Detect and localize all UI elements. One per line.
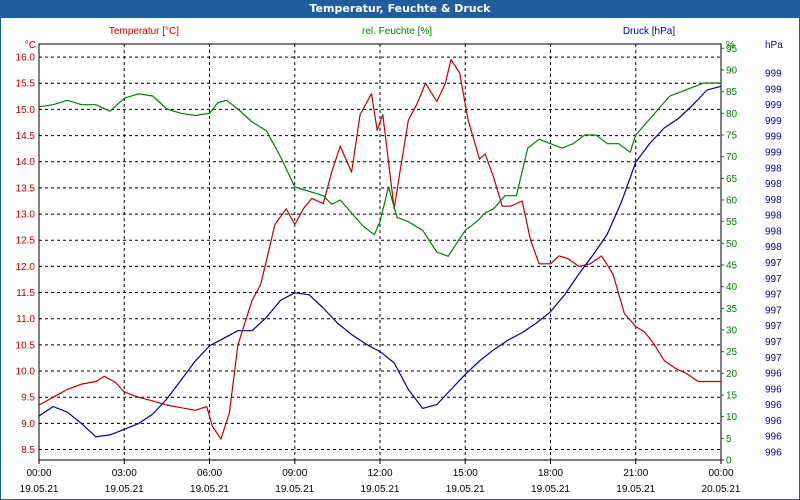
pressure-tick-label: 998	[765, 226, 782, 237]
pressure-tick-label: 998	[765, 163, 782, 174]
pressure-series-line	[38, 85, 722, 438]
pressure-tick-label: 997	[765, 305, 782, 316]
pressure-tick-label: 996	[765, 384, 782, 395]
x-time-label: 15:00	[453, 468, 478, 479]
temperature-series-line	[38, 59, 721, 440]
series-layer	[38, 59, 722, 440]
x-time-label: 12:00	[367, 468, 392, 479]
x-date-label: 19.05.21	[190, 484, 229, 495]
x-time-label: 03:00	[112, 468, 137, 479]
x-date-label: 19.05.21	[616, 484, 655, 495]
temperature-tick-label: 12.5	[16, 236, 36, 247]
pressure-tick-label: 996	[765, 400, 782, 411]
humidity-tick-label: 40	[726, 282, 738, 293]
humidity-tick-label: 85	[726, 87, 738, 98]
x-date-label: 19.05.21	[20, 484, 59, 495]
pressure-tick-label: 998	[765, 211, 782, 222]
pressure-unit-label: hPa	[765, 40, 783, 51]
temperature-tick-label: 9.0	[21, 419, 35, 430]
x-date-label: 19.05.21	[531, 484, 570, 495]
humidity-tick-label: 70	[726, 152, 738, 163]
humidity-tick-label: 5	[726, 434, 732, 445]
temperature-tick-label: 11.0	[16, 314, 35, 325]
temperature-tick-label: 15.5	[16, 79, 36, 90]
pressure-tick-label: 996	[765, 369, 782, 380]
pressure-tick-label: 998	[765, 242, 782, 253]
humidity-tick-label: 60	[726, 196, 738, 207]
humidity-tick-label: 45	[726, 261, 738, 272]
humidity-tick-label: 10	[726, 412, 738, 423]
pressure-tick-label: 997	[765, 321, 782, 332]
temperature-axis-title: Temperatur [°C]	[109, 26, 179, 37]
humidity-tick-label: 80	[726, 109, 738, 120]
pressure-tick-label: 998	[765, 179, 782, 190]
temperature-tick-label: 8.5	[21, 445, 35, 456]
humidity-tick-label: 15	[726, 391, 738, 402]
axes-layer: 8.5 9.0 9.5 10.0 10.5 11.0 11.5 12.0 12.5 13.0 13.…	[16, 26, 784, 495]
humidity-tick-label: 90	[726, 66, 738, 77]
humidity-tick-label: 65	[726, 174, 738, 185]
humidity-tick-label: 20	[726, 369, 738, 380]
pressure-tick-label: 997	[765, 290, 782, 301]
x-time-label: 18:00	[538, 468, 563, 479]
pressure-tick-label: 997	[765, 274, 782, 285]
x-date-label: 19.05.21	[361, 484, 400, 495]
pressure-tick-label: 999	[765, 147, 782, 158]
pressure-tick-label: 999	[765, 69, 782, 80]
humidity-tick-label: 95	[726, 44, 738, 55]
temperature-tick-label: 12.0	[16, 262, 36, 273]
pressure-tick-label: 998	[765, 195, 782, 206]
humidity-tick-label: 35	[726, 304, 738, 315]
x-time-label: 09:00	[282, 468, 307, 479]
humidity-tick-label: 50	[726, 239, 738, 250]
pressure-tick-label: 997	[765, 258, 782, 269]
pressure-tick-label: 999	[765, 116, 782, 127]
temperature-tick-label: 9.5	[21, 393, 35, 404]
x-time-label: 00:00	[26, 468, 51, 479]
x-date-label: 19.05.21	[446, 484, 485, 495]
x-time-label: 00:00	[708, 468, 733, 479]
humidity-tick-label: 0	[726, 456, 732, 467]
pressure-tick-label: 999	[765, 100, 782, 111]
pressure-tick-label: 996	[765, 416, 782, 427]
x-time-label: 21:00	[623, 468, 648, 479]
x-date-label: 19.05.21	[275, 484, 314, 495]
x-date-label: 20.05.21	[702, 484, 741, 495]
humidity-series-line	[38, 82, 721, 257]
pressure-axis-title: Druck [hPa]	[623, 26, 675, 37]
temperature-tick-label: 13.5	[16, 183, 36, 194]
temperature-unit-label: °C	[25, 40, 36, 51]
temperature-tick-label: 10.0	[16, 367, 36, 378]
temperature-tick-label: 11.5	[16, 288, 35, 299]
temperature-tick-label: 13.0	[16, 210, 36, 221]
pressure-tick-label: 996	[765, 448, 782, 459]
x-time-label: 06:00	[197, 468, 222, 479]
humidity-unit-label: %	[726, 40, 735, 51]
pressure-tick-label: 996	[765, 432, 782, 443]
humidity-axis-title: rel. Feuchte [%]	[362, 26, 432, 37]
temperature-tick-label: 14.0	[16, 157, 36, 168]
x-date-label: 19.05.21	[105, 484, 144, 495]
humidity-tick-label: 30	[726, 326, 738, 337]
humidity-tick-label: 75	[726, 131, 738, 142]
temperature-tick-label: 15.0	[16, 105, 36, 116]
pressure-tick-label: 999	[765, 132, 782, 143]
humidity-tick-label: 55	[726, 217, 738, 228]
temperature-tick-label: 16.0	[16, 53, 36, 64]
temperature-tick-label: 10.5	[16, 340, 36, 351]
pressure-tick-label: 997	[765, 353, 782, 364]
pressure-tick-label: 999	[765, 84, 782, 95]
temperature-tick-label: 14.5	[16, 131, 36, 142]
window-title: Temperatur, Feuchte & Druck	[0, 0, 800, 18]
humidity-tick-label: 25	[726, 347, 738, 358]
pressure-tick-label: 997	[765, 337, 782, 348]
